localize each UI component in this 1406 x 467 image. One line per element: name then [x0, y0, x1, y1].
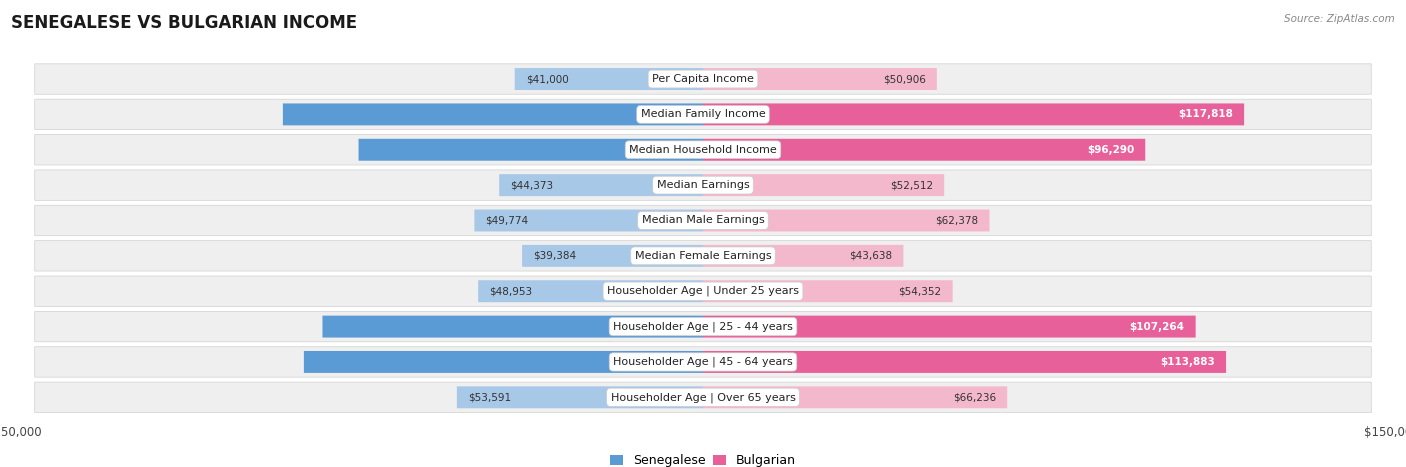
FancyBboxPatch shape: [478, 280, 703, 302]
Legend: Senegalese, Bulgarian: Senegalese, Bulgarian: [606, 449, 800, 467]
FancyBboxPatch shape: [703, 316, 1195, 338]
Text: Median Household Income: Median Household Income: [628, 145, 778, 155]
Text: Per Capita Income: Per Capita Income: [652, 74, 754, 84]
Text: Householder Age | Under 25 years: Householder Age | Under 25 years: [607, 286, 799, 297]
Text: $66,236: $66,236: [953, 392, 997, 402]
Text: $48,953: $48,953: [489, 286, 533, 296]
FancyBboxPatch shape: [457, 386, 703, 408]
FancyBboxPatch shape: [703, 103, 1244, 125]
FancyBboxPatch shape: [703, 245, 904, 267]
Text: $107,264: $107,264: [1129, 322, 1185, 332]
FancyBboxPatch shape: [703, 174, 945, 196]
FancyBboxPatch shape: [35, 241, 1371, 271]
FancyBboxPatch shape: [322, 316, 703, 338]
Text: $41,000: $41,000: [526, 74, 568, 84]
FancyBboxPatch shape: [35, 311, 1371, 342]
Text: $113,883: $113,883: [1160, 357, 1215, 367]
Text: $82,852: $82,852: [644, 322, 692, 332]
Text: $39,384: $39,384: [533, 251, 576, 261]
FancyBboxPatch shape: [703, 210, 990, 232]
FancyBboxPatch shape: [35, 134, 1371, 165]
Text: Median Family Income: Median Family Income: [641, 109, 765, 120]
Text: $53,591: $53,591: [468, 392, 510, 402]
Text: $96,290: $96,290: [1087, 145, 1135, 155]
Text: Median Male Earnings: Median Male Earnings: [641, 215, 765, 226]
FancyBboxPatch shape: [35, 347, 1371, 377]
Text: $62,378: $62,378: [935, 215, 979, 226]
FancyBboxPatch shape: [35, 64, 1371, 94]
FancyBboxPatch shape: [35, 276, 1371, 306]
FancyBboxPatch shape: [35, 170, 1371, 200]
FancyBboxPatch shape: [304, 351, 703, 373]
Text: $52,512: $52,512: [890, 180, 934, 190]
Text: SENEGALESE VS BULGARIAN INCOME: SENEGALESE VS BULGARIAN INCOME: [11, 14, 357, 32]
Text: $49,774: $49,774: [485, 215, 529, 226]
Text: Source: ZipAtlas.com: Source: ZipAtlas.com: [1284, 14, 1395, 24]
Text: Median Female Earnings: Median Female Earnings: [634, 251, 772, 261]
FancyBboxPatch shape: [35, 99, 1371, 130]
Text: $50,906: $50,906: [883, 74, 925, 84]
Text: $44,373: $44,373: [510, 180, 554, 190]
FancyBboxPatch shape: [35, 205, 1371, 236]
FancyBboxPatch shape: [703, 68, 936, 90]
Text: Householder Age | 25 - 44 years: Householder Age | 25 - 44 years: [613, 321, 793, 332]
Text: $117,818: $117,818: [1178, 109, 1233, 120]
Text: $86,897: $86,897: [644, 357, 692, 367]
FancyBboxPatch shape: [703, 386, 1007, 408]
FancyBboxPatch shape: [283, 103, 703, 125]
FancyBboxPatch shape: [359, 139, 703, 161]
FancyBboxPatch shape: [703, 139, 1146, 161]
FancyBboxPatch shape: [499, 174, 703, 196]
FancyBboxPatch shape: [703, 351, 1226, 373]
FancyBboxPatch shape: [35, 382, 1371, 412]
FancyBboxPatch shape: [703, 280, 953, 302]
Text: Householder Age | Over 65 years: Householder Age | Over 65 years: [610, 392, 796, 403]
Text: Median Earnings: Median Earnings: [657, 180, 749, 190]
Text: $43,638: $43,638: [849, 251, 893, 261]
Text: $74,999: $74,999: [644, 145, 692, 155]
Text: $91,475: $91,475: [644, 109, 692, 120]
Text: Householder Age | 45 - 64 years: Householder Age | 45 - 64 years: [613, 357, 793, 367]
Text: $54,352: $54,352: [898, 286, 942, 296]
FancyBboxPatch shape: [515, 68, 703, 90]
FancyBboxPatch shape: [522, 245, 703, 267]
FancyBboxPatch shape: [474, 210, 703, 232]
